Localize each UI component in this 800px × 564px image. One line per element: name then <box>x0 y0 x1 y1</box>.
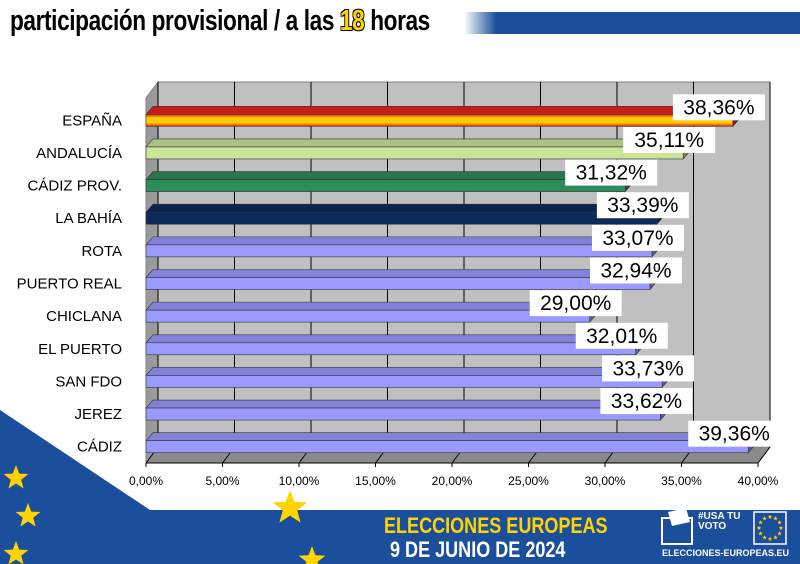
data-label-0: 38,36% <box>672 94 765 121</box>
x-tick-label-8: 40,00% <box>738 474 779 488</box>
eu-star-3 <box>272 490 308 523</box>
x-tick-label-3: 15,00% <box>355 474 396 488</box>
category-label-10: CÁDIZ <box>77 439 122 456</box>
data-label-4: 33,07% <box>591 224 684 251</box>
bar-4 <box>145 236 660 258</box>
category-label-9: JEREZ <box>74 406 122 423</box>
svg-text:29,00%: 29,00% <box>540 292 611 315</box>
title-suffix: horas <box>364 5 430 37</box>
svg-text:33,39%: 33,39% <box>607 194 678 217</box>
footer-line2: 9 DE JUNIO DE 2024 <box>390 537 566 562</box>
bar-1 <box>145 138 691 160</box>
eu-star-4 <box>298 546 326 564</box>
data-label-1: 35,11% <box>623 126 716 153</box>
category-label-4: ROTA <box>81 243 122 260</box>
bar-7 <box>145 333 644 356</box>
data-label-8: 33,73% <box>602 355 695 382</box>
logo-slogan: #USA TU VOTO <box>698 511 741 532</box>
svg-text:33,73%: 33,73% <box>612 357 683 380</box>
x-tick-label-2: 10,00% <box>279 474 320 488</box>
x-tick-label-5: 25,00% <box>508 474 549 488</box>
data-label-2: 31,32% <box>565 159 658 186</box>
title-highlight: 18 <box>339 5 365 37</box>
category-label-8: SAN FDO <box>55 373 122 390</box>
category-label-7: EL PUERTO <box>38 341 122 358</box>
bar-5 <box>145 268 658 291</box>
eu-star-0 <box>3 465 29 489</box>
svg-text:32,94%: 32,94% <box>600 260 671 283</box>
data-label-7: 32,01% <box>575 322 668 349</box>
category-label-1: ANDALUCÍA <box>36 145 122 162</box>
category-label-3: LA BAHÍA <box>55 210 122 227</box>
svg-text:35,11%: 35,11% <box>634 129 704 152</box>
category-label-0: ESPAÑA <box>62 112 122 129</box>
bar-3 <box>145 203 665 226</box>
data-label-6: 29,00% <box>529 290 622 317</box>
x-tick-label-7: 35,00% <box>661 474 702 488</box>
svg-text:33,62%: 33,62% <box>611 390 682 413</box>
category-label-6: CHICLANA <box>46 308 122 325</box>
bar-6 <box>145 301 598 323</box>
bar-8 <box>145 366 670 389</box>
svg-text:39,36%: 39,36% <box>699 423 770 446</box>
data-label-10: 39,36% <box>688 420 781 447</box>
x-tick-label-0: 0,00% <box>129 474 163 488</box>
x-tick-label-1: 5,00% <box>205 474 239 488</box>
data-label-9: 33,62% <box>600 388 693 415</box>
x-tick-label-4: 20,00% <box>432 474 473 488</box>
category-label-5: PUERTO REAL <box>17 276 122 293</box>
data-label-5: 32,94% <box>589 257 682 284</box>
x-tick-label-6: 30,00% <box>585 474 626 488</box>
category-label-2: CÁDIZ PROV. <box>28 178 122 195</box>
footer-line1: ELECCIONES EUROPEAS <box>384 513 608 538</box>
bar-9 <box>145 399 669 421</box>
svg-text:31,32%: 31,32% <box>576 162 647 185</box>
title-prefix: participación provisional / a las <box>10 5 340 37</box>
eu-stars-decoration <box>3 465 326 564</box>
chart-title: participación provisional / a las 18 hor… <box>10 5 430 38</box>
title-bar <box>0 12 800 34</box>
bar-10 <box>145 431 756 454</box>
logo-url: ELECCIONES-EUROPEAS.EU <box>662 548 790 558</box>
svg-text:38,36%: 38,36% <box>683 96 754 119</box>
eu-star-1 <box>15 503 41 527</box>
data-label-3: 33,39% <box>596 192 689 219</box>
ballot-logo-icon <box>661 508 787 545</box>
bar-0 <box>145 105 741 128</box>
svg-text:33,07%: 33,07% <box>602 227 673 250</box>
bar-2 <box>145 170 633 193</box>
svg-text:32,01%: 32,01% <box>586 325 657 348</box>
eu-star-2 <box>3 541 29 564</box>
